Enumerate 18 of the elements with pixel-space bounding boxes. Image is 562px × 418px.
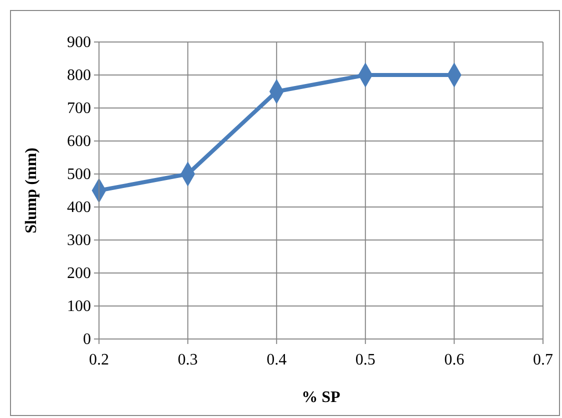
x-axis-title: % SP — [302, 389, 341, 406]
y-tick-label: 100 — [67, 298, 91, 316]
y-tick-label: 200 — [67, 265, 91, 282]
x-tick-label: 0.4 — [266, 352, 287, 369]
x-tick-label: 0.5 — [355, 352, 376, 369]
y-tick-label: 600 — [67, 133, 91, 150]
y-axis-title: Slump (mm) — [23, 148, 40, 234]
x-tick-label: 0.3 — [178, 352, 198, 369]
y-tick-label: 900 — [67, 34, 91, 52]
x-tick-label: 0.2 — [89, 352, 109, 369]
x-tick-label: 0.6 — [444, 352, 464, 369]
x-tick-label: 0.7 — [533, 352, 553, 369]
y-tick-label: 500 — [67, 166, 91, 184]
y-tick-label: 300 — [67, 232, 91, 250]
y-tick-label: 800 — [67, 67, 91, 84]
y-tick-label: 700 — [67, 100, 91, 118]
y-tick-label: 0 — [83, 331, 91, 348]
y-tick-label: 400 — [67, 199, 91, 216]
